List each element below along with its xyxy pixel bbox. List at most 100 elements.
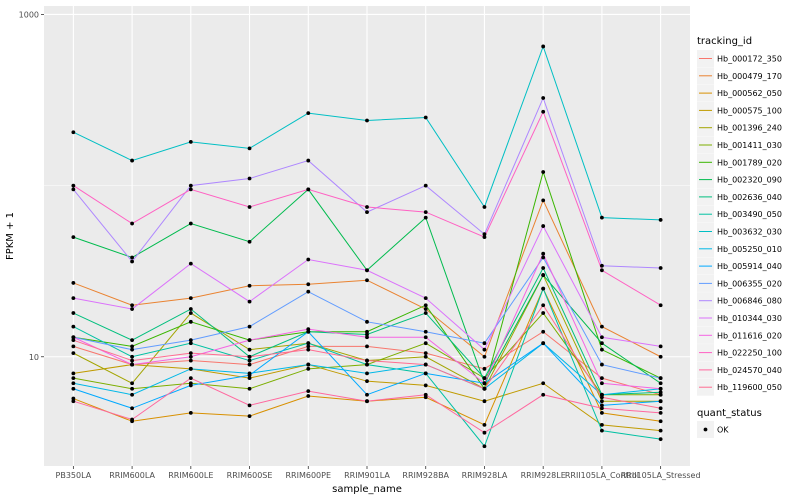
shape-legend-key-point bbox=[703, 427, 708, 432]
legend-label: Hb_001411_030 bbox=[717, 141, 782, 150]
data-point bbox=[130, 381, 134, 386]
data-point bbox=[365, 335, 369, 340]
data-point bbox=[600, 324, 604, 329]
data-point bbox=[541, 170, 546, 174]
legend-label: Hb_022250_100 bbox=[717, 349, 782, 358]
data-point bbox=[306, 344, 311, 349]
data-point bbox=[365, 379, 369, 384]
data-point bbox=[188, 354, 193, 359]
data-point bbox=[188, 338, 193, 343]
data-point bbox=[600, 263, 604, 268]
data-point bbox=[541, 329, 546, 334]
shape-legend: quant_status OK bbox=[697, 408, 762, 438]
data-point bbox=[482, 235, 487, 240]
data-point bbox=[71, 183, 76, 188]
y-tick-label: 1000 bbox=[19, 10, 39, 19]
data-point bbox=[658, 419, 663, 424]
data-point bbox=[247, 299, 252, 304]
data-point bbox=[247, 362, 252, 367]
data-point bbox=[71, 399, 76, 404]
legend-label: Hb_001789_020 bbox=[717, 158, 782, 167]
data-point bbox=[658, 390, 663, 395]
data-point bbox=[423, 215, 428, 220]
data-point bbox=[130, 406, 134, 411]
data-point bbox=[541, 224, 546, 228]
data-point bbox=[188, 383, 193, 388]
data-point bbox=[658, 386, 663, 391]
data-point bbox=[600, 410, 604, 415]
data-point bbox=[247, 358, 252, 363]
data-point bbox=[658, 406, 663, 411]
data-point bbox=[71, 281, 76, 285]
data-point bbox=[306, 362, 311, 367]
data-point bbox=[482, 376, 487, 381]
data-point bbox=[130, 303, 134, 308]
legend-label: Hb_005914_040 bbox=[717, 262, 782, 271]
data-point bbox=[423, 335, 428, 340]
data-point bbox=[247, 414, 252, 419]
data-point bbox=[658, 266, 663, 270]
data-point bbox=[541, 251, 546, 256]
data-point bbox=[541, 44, 546, 49]
data-point bbox=[423, 210, 428, 215]
data-point bbox=[71, 396, 76, 401]
data-point bbox=[247, 386, 252, 391]
data-point bbox=[71, 386, 76, 391]
data-point bbox=[541, 303, 546, 308]
data-point bbox=[482, 430, 487, 435]
data-point bbox=[130, 259, 134, 264]
legend-label: Hb_001396_240 bbox=[717, 124, 782, 133]
legend-label: Hb_002636_040 bbox=[717, 193, 782, 202]
legend-label: Hb_003490_050 bbox=[717, 210, 782, 219]
data-point bbox=[541, 286, 546, 291]
data-point bbox=[247, 239, 252, 244]
data-point bbox=[658, 354, 663, 359]
data-point bbox=[306, 111, 311, 116]
data-point bbox=[365, 319, 369, 324]
shape-legend-title: quant_status bbox=[697, 408, 762, 419]
data-point bbox=[71, 376, 76, 381]
data-point bbox=[247, 354, 252, 359]
data-point bbox=[71, 324, 76, 329]
data-point bbox=[130, 338, 134, 343]
data-point bbox=[423, 183, 428, 188]
data-point bbox=[247, 347, 252, 352]
data-point bbox=[600, 268, 604, 273]
data-point bbox=[658, 381, 663, 386]
data-point bbox=[247, 146, 252, 151]
x-tick-label: RRIM928LA bbox=[462, 471, 508, 480]
x-tick-label: RRIM600LE bbox=[168, 471, 213, 480]
data-point bbox=[658, 303, 663, 308]
data-point bbox=[130, 417, 134, 422]
data-point bbox=[482, 381, 487, 386]
data-point bbox=[365, 344, 369, 349]
data-point bbox=[306, 289, 311, 294]
data-point bbox=[600, 215, 604, 220]
data-point bbox=[365, 392, 369, 397]
data-point bbox=[247, 373, 252, 378]
data-point bbox=[541, 266, 546, 270]
legend-label: Hb_002320_090 bbox=[717, 176, 782, 185]
legend-label: Hb_003632_030 bbox=[717, 228, 782, 237]
data-point bbox=[188, 221, 193, 226]
data-point bbox=[423, 307, 428, 311]
data-point bbox=[306, 187, 311, 192]
data-point bbox=[188, 358, 193, 363]
x-tick-label: PB350LA bbox=[56, 471, 92, 480]
color-legend: tracking_id Hb_000172_350 Hb_000479_170 Hb… bbox=[697, 36, 782, 396]
data-point bbox=[600, 335, 604, 340]
data-point bbox=[600, 406, 604, 411]
data-point bbox=[71, 338, 76, 343]
data-point bbox=[482, 354, 487, 359]
data-point bbox=[423, 303, 428, 308]
data-point bbox=[365, 329, 369, 334]
data-point bbox=[188, 376, 193, 381]
data-point bbox=[71, 235, 76, 240]
data-point bbox=[658, 218, 663, 222]
color-legend-title: tracking_id bbox=[697, 36, 752, 47]
data-point bbox=[365, 268, 369, 273]
data-point bbox=[600, 347, 604, 352]
data-point bbox=[247, 403, 252, 408]
data-point bbox=[188, 296, 193, 301]
